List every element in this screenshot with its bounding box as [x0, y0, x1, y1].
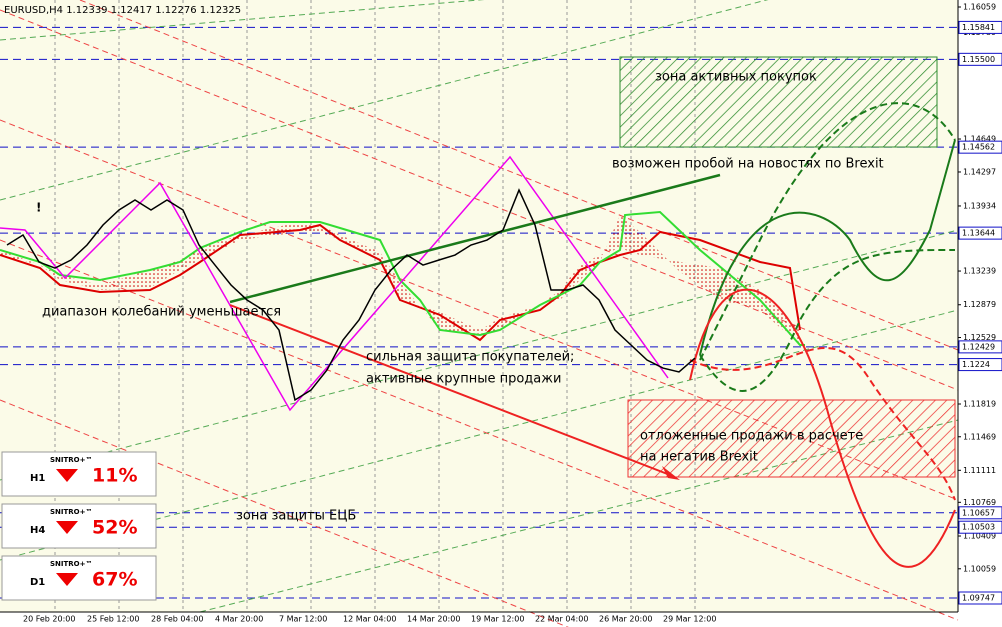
annotation: на негатив Brexit	[640, 450, 758, 465]
signal-value: 11%	[92, 465, 137, 487]
sell-zone	[627, 399, 956, 478]
forecast-down	[689, 288, 956, 568]
y-tick-label: 1.10059	[963, 564, 996, 573]
y-tick-label: 1.11111	[963, 466, 996, 475]
signal-timeframe: D1	[30, 577, 45, 588]
y-tick-label: 1.12529	[963, 333, 996, 342]
buy-zone	[619, 56, 938, 148]
signal-brand: SNITRO+™	[50, 508, 93, 516]
annotation: сильная защита покупателей;	[366, 350, 574, 365]
price-line	[6, 188, 696, 402]
chart-title: EURUSD,H4 1.12339 1.12417 1.12276 1.1232…	[4, 5, 241, 16]
x-tick-label: 12 Mar 04:00	[343, 615, 396, 624]
level-box	[958, 520, 1002, 534]
annotation: !	[36, 201, 41, 215]
y-tick-label: 1.11469	[963, 432, 996, 441]
axis-bg	[0, 612, 958, 627]
x-tick-label: 25 Feb 12:00	[87, 615, 139, 624]
x-tick-label: 28 Feb 04:00	[151, 615, 203, 624]
signal-value: 52%	[92, 517, 137, 539]
level-label: 1.14562	[962, 143, 995, 152]
level-box	[958, 20, 1002, 34]
signal-arrow	[56, 521, 78, 534]
level-label: 1.09747	[962, 594, 995, 603]
y-tick-label: 1.10769	[963, 498, 996, 507]
signal-panel	[1, 503, 157, 549]
y-tick-label: 1.16059	[963, 3, 996, 12]
sell-arrow	[229, 304, 671, 476]
ichimoku-green	[0, 210, 805, 346]
arrow-head	[662, 466, 680, 480]
annotation: возможен пробой на новостях по Brexit	[612, 157, 884, 172]
y-tick-label: 1.14297	[963, 167, 996, 176]
y-tick-label: 1.14649	[963, 135, 996, 144]
signal-timeframe: H4	[30, 525, 45, 536]
signal-arrow	[56, 469, 78, 482]
level-label: 1.15500	[962, 55, 995, 64]
signal-timeframe: H1	[30, 473, 45, 484]
x-tick-label: 26 Mar 20:00	[599, 615, 652, 624]
zigzag	[0, 155, 669, 412]
level-box	[958, 358, 1002, 372]
y-tick-label: 1.13239	[963, 267, 996, 276]
level-box	[958, 140, 1002, 154]
forecast-up-alt	[699, 102, 956, 361]
ichimoku-red	[0, 223, 801, 342]
forecast-up-alt	[699, 249, 956, 392]
annotation: активные крупные продажи	[366, 372, 561, 387]
level-box	[958, 52, 1002, 66]
channels	[0, 0, 959, 627]
level-label: 1.10503	[962, 523, 995, 532]
signal-arrow	[56, 573, 78, 586]
forecast-up	[699, 139, 956, 356]
level-label: 1.15841	[962, 23, 995, 32]
annotation: зона защиты ЕЦБ	[236, 509, 356, 524]
x-tick-label: 29 Mar 12:00	[663, 615, 716, 624]
signal-panel	[1, 555, 157, 601]
level-label: 1.1224	[962, 360, 990, 369]
annotation: диапазон колебаний уменьшается	[42, 305, 281, 320]
annotation: отложенные продажи в расчете	[640, 429, 863, 444]
x-tick-label: 14 Mar 20:00	[407, 615, 460, 624]
y-tick-label: 1.13934	[963, 201, 996, 210]
forecast-down-alt	[689, 347, 956, 501]
level-box	[958, 591, 1002, 605]
y-tick-label: 1.11819	[963, 399, 996, 408]
level-box	[958, 226, 1002, 240]
x-tick-label: 19 Mar 12:00	[471, 615, 524, 624]
y-tick-label: 1.10409	[963, 532, 996, 541]
level-label: 1.12429	[962, 342, 995, 351]
level-label: 1.10657	[962, 508, 995, 517]
level-label: 1.13644	[962, 229, 995, 238]
level-box	[958, 340, 1002, 354]
signal-brand: SNITRO+™	[50, 560, 93, 568]
y-tick-label: 1.12879	[963, 300, 996, 309]
x-tick-label: 7 Mar 12:00	[279, 615, 327, 624]
signal-brand: SNITRO+™	[50, 456, 93, 464]
x-tick-label: 20 Feb 20:00	[23, 615, 75, 624]
signal-panel	[1, 451, 157, 497]
level-box	[958, 506, 1002, 520]
x-tick-label: 22 Mar 04:00	[535, 615, 588, 624]
signal-value: 67%	[92, 569, 137, 591]
trend-line	[229, 173, 721, 304]
annotation: зона активных покупок	[655, 70, 817, 85]
x-tick-label: 4 Mar 20:00	[215, 615, 263, 624]
ichimoku-cloud	[0, 215, 800, 345]
